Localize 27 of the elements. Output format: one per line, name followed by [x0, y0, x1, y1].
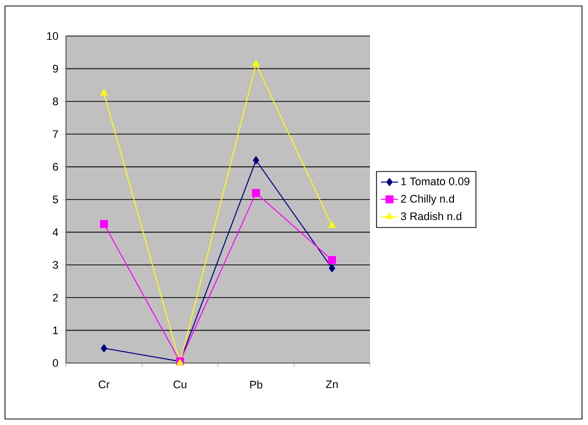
point [100, 89, 108, 96]
y-tick-label: 0 [52, 359, 58, 367]
x-tick-label: Zn [326, 380, 338, 388]
legend-label: 2 Chilly n.d [401, 194, 454, 205]
point [252, 188, 260, 197]
y-tick-label: 3 [52, 261, 58, 269]
legend-label: 1 Tomato 0.09 [401, 178, 470, 186]
x-tick-label: Pb [250, 380, 262, 389]
point [100, 220, 108, 228]
point [328, 222, 336, 228]
y-tick-label: 8 [52, 98, 58, 106]
y-tick-label: 2 [52, 294, 58, 302]
y-tick-label: 9 [52, 64, 58, 73]
point [100, 344, 108, 352]
legend-label: 3 Radish n.d [400, 212, 462, 220]
y-tick-label: 7 [52, 130, 58, 138]
x-tick-label: Cr [98, 380, 110, 388]
point [328, 256, 336, 264]
y-tick-label: 1 [53, 326, 58, 334]
x-tick-label: Cu [174, 380, 186, 388]
point [252, 60, 260, 66]
y-tick-label: 10 [47, 32, 58, 40]
y-tick-label: 6 [52, 162, 58, 171]
point [252, 156, 260, 164]
y-tick-label: 5 [52, 196, 58, 204]
point [328, 264, 336, 272]
y-tick-label: 4 [52, 228, 58, 236]
